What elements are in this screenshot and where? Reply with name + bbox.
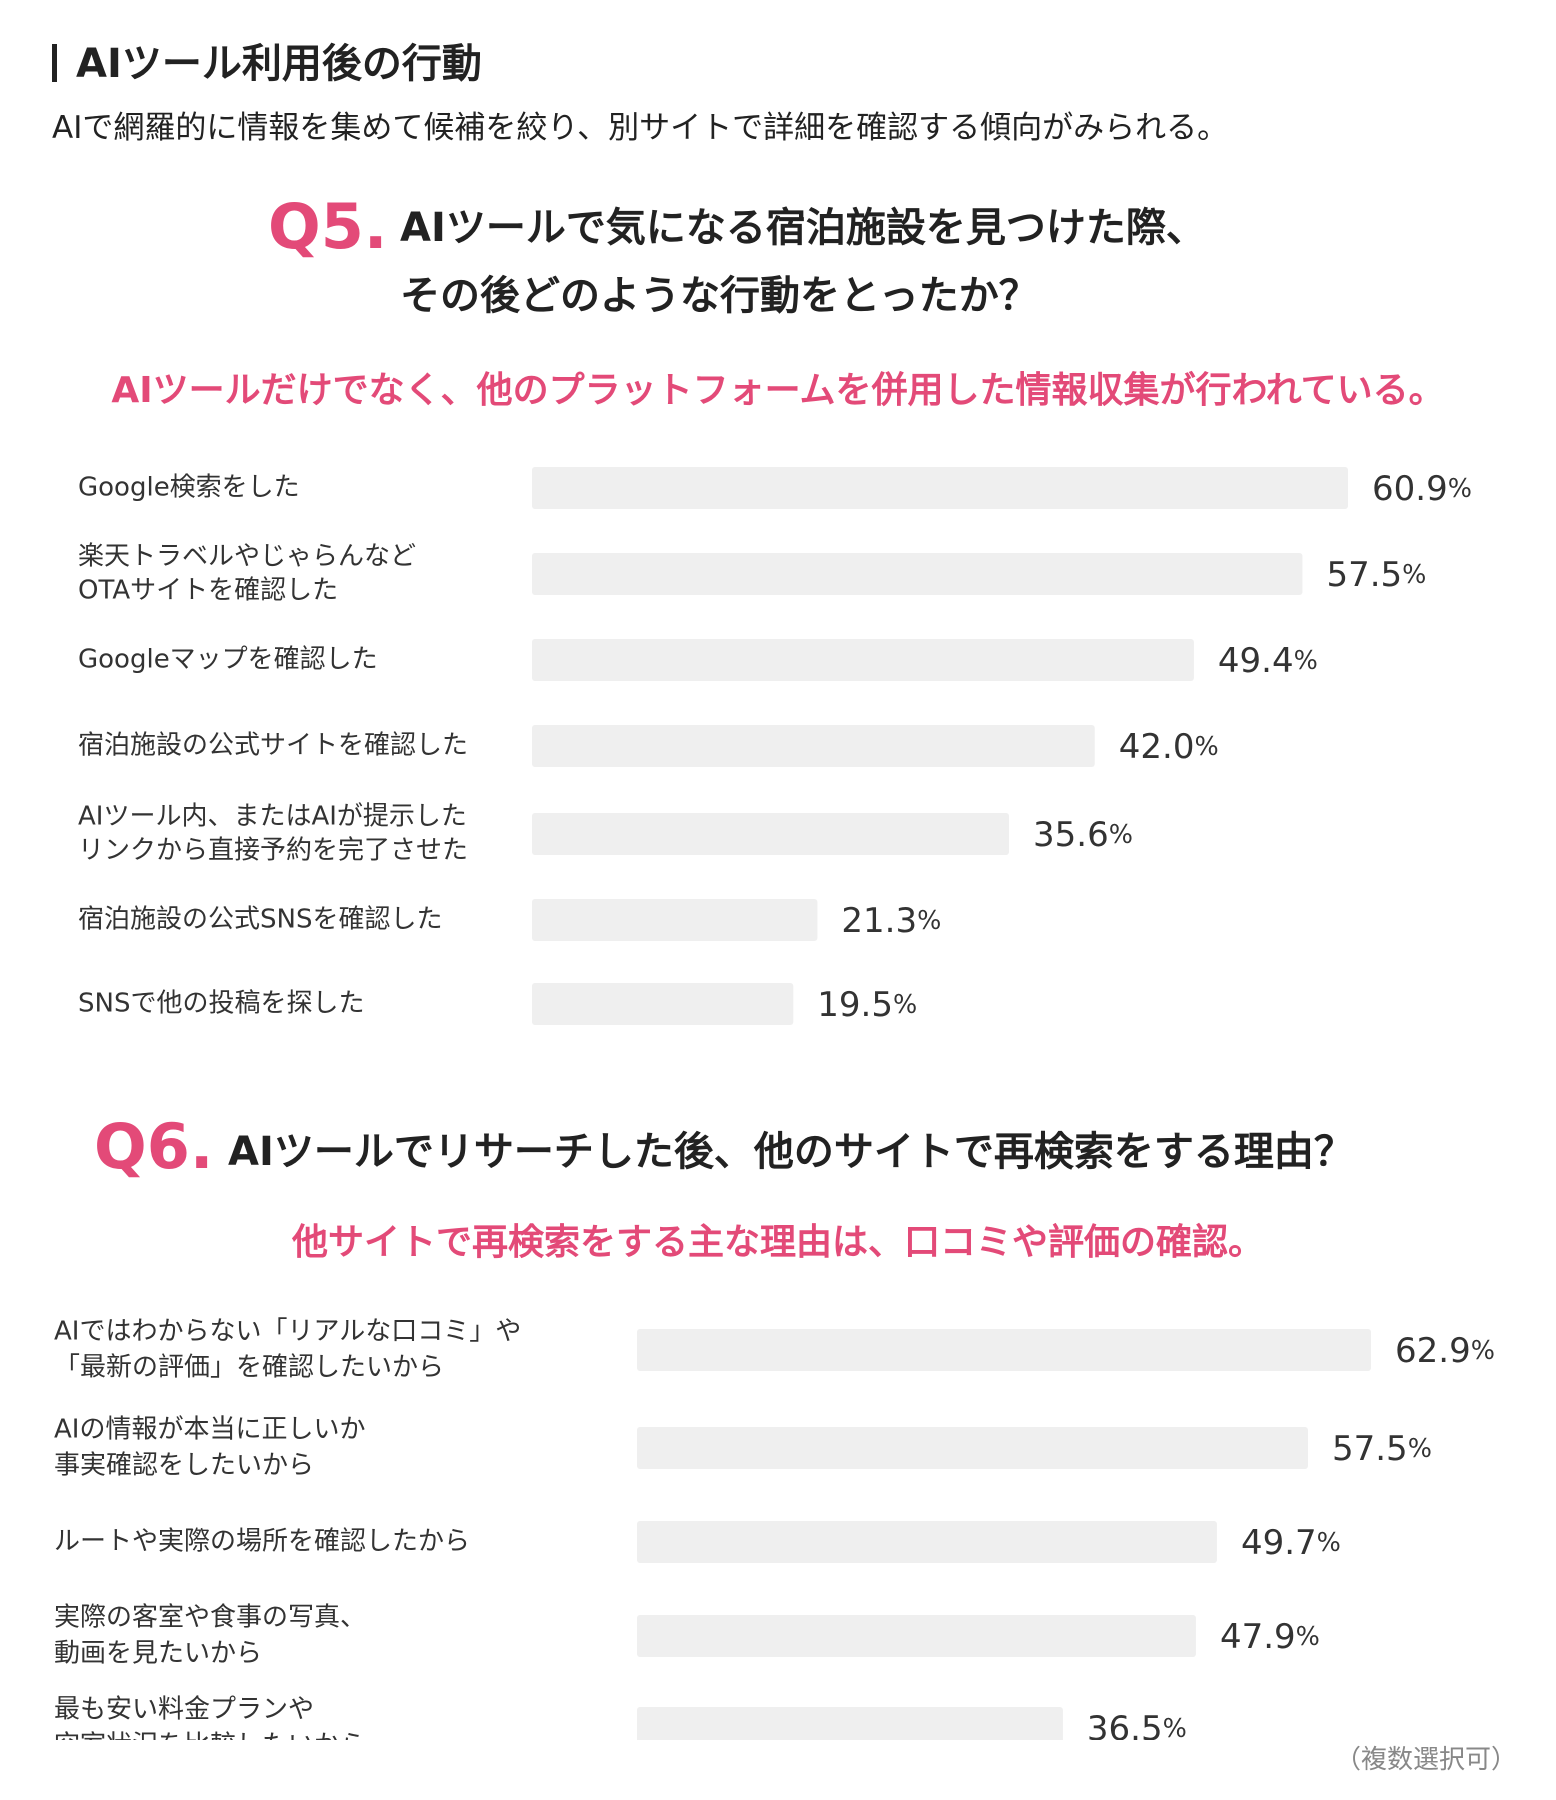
q5-bar [532,553,1303,595]
q5-category-label: 楽天トラベルやじゃらんなど [78,542,416,572]
q5-value-label: 57.5% [1326,555,1426,595]
q6-row: ルートや実際の場所を確認したから 49.7% [54,1521,1341,1563]
q5-category-label: Googleマップを確認した [78,645,378,675]
q5-bar [532,467,1348,509]
q5-row: SNSで他の投稿を探した 19.5% [78,983,917,1025]
q6-highlight: 他サイトで再検索をする主な理由は、口コミや評価の確認。 [291,1222,1264,1263]
q6-number: Q6. [94,1110,214,1183]
q5-bar-chart: Google検索をした 60.9% 楽天トラベルやじゃらんなど OTAサイトを確認した… [78,467,1472,1025]
q6-row: 実際の客室や食事の写真、動画を見たいから 47.9% [54,1603,1320,1669]
q6-question: AIツールでリサーチした後、他のサイトで再検索をする理由？ [228,1129,1354,1175]
q5-value-label: 19.5% [817,985,917,1025]
footnote-multiple-choice: （複数選択可） [1335,1745,1518,1775]
q5-question-line2: その後どのような行動をとったか？ [400,273,1039,319]
q5-row: Google検索をした 60.9% [78,467,1472,509]
q5-question-line1: AIツールで気になる宿泊施設を見つけた際、 [400,205,1206,251]
q6-bar [637,1329,1371,1371]
q6-row: 最も安い料金プランや空室状況を比較したいから 36.5% [54,1695,1187,1741]
q5-row: 宿泊施設の公式サイトを確認した 42.0% [78,725,1219,767]
q5-category-label: AIツール内、またはAIが提示した [78,802,467,832]
q5-category-label: 宿泊施設の公式SNSを確認した [78,905,442,935]
q6-bar [637,1707,1063,1740]
q6-category-label: 空室状況を比較したいから [54,1731,366,1741]
q6-category-label: 実際の客室や食事の写真、 [54,1603,366,1633]
q5-bar [532,899,818,941]
q5-value-label: 21.3% [841,901,941,941]
section-title: AIツール利用後の行動 [76,41,482,87]
q5-value-label: 60.9% [1372,469,1472,509]
q5-number: Q5. [268,190,388,263]
section-accent-bar [52,44,57,82]
q5-highlight: AIツールだけでなく、他のプラットフォームを併用した情報収集が行われている。 [111,370,1445,411]
q5-category-label: SNSで他の投稿を探した [78,989,364,1019]
q5-category-label: OTAサイトを確認した [78,576,338,606]
q5-bar [532,813,1010,855]
q6-bar [637,1427,1308,1469]
q6-value-label: 47.9% [1220,1617,1320,1657]
q5-row: 楽天トラベルやじゃらんなど OTAサイトを確認した 57.5% [78,542,1426,606]
q5-value-label: 35.6% [1033,815,1133,855]
q6-value-label: 62.9% [1395,1331,1495,1371]
q6-bar [637,1615,1196,1657]
q5-row: 宿泊施設の公式SNSを確認した 21.3% [78,899,941,941]
q6-value-label: 57.5% [1332,1429,1432,1469]
q6-category-label: AIではわからない「リアルな口コミ」や [54,1317,521,1347]
q6-bar-chart: AIではわからない「リアルな口コミ」や「最新の評価」を確認したいから 62.9%A… [54,1317,1495,1741]
q6-bar [637,1521,1217,1563]
q5-row: Googleマップを確認した 49.4% [78,639,1318,681]
q5-value-label: 49.4% [1218,641,1318,681]
q6-category-label: AIの情報が本当に正しいか [54,1415,365,1445]
q5-value-label: 42.0% [1119,727,1219,767]
q6-value-label: 49.7% [1241,1523,1341,1563]
q5-category-label: リンクから直接予約を完了させた [78,836,468,866]
q6-category-label: ルートや実際の場所を確認したから [54,1527,470,1557]
q6-category-label: 最も安い料金プランや [54,1695,314,1725]
q6-category-label: 事実確認をしたいから [54,1451,314,1481]
q6-value-label: 36.5% [1087,1709,1187,1741]
q5-category-label: Google検索をした [78,473,300,503]
q5-bar [532,639,1194,681]
q6-row: AIではわからない「リアルな口コミ」や「最新の評価」を確認したいから 62.9% [54,1317,1495,1383]
q5-bar [532,983,794,1025]
q6-category-label: 動画を見たいから [54,1639,262,1669]
q6-category-label: 「最新の評価」を確認したいから [54,1353,444,1383]
q5-bar [532,725,1095,767]
section-subtitle: AIで網羅的に情報を集めて候補を絞り、別サイトで詳細を確認する傾向がみられる。 [52,110,1229,146]
q5-category-label: 宿泊施設の公式サイトを確認した [78,731,468,761]
